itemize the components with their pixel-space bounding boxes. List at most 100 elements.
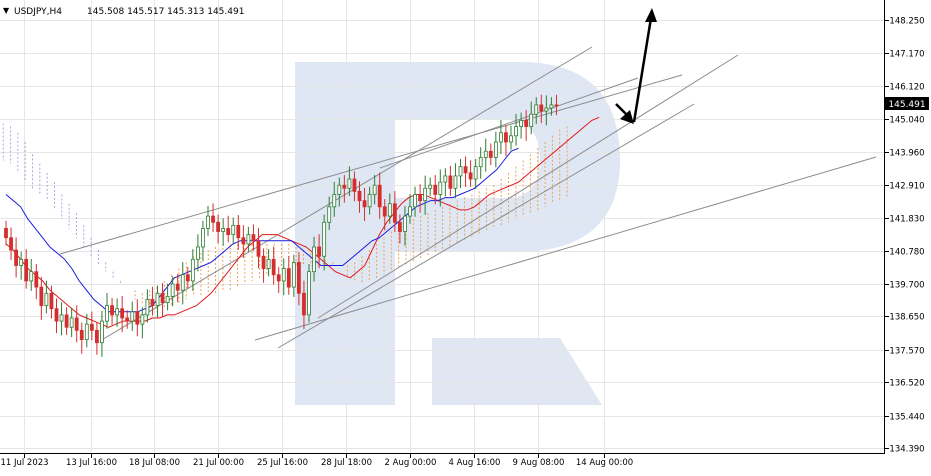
candle-body — [170, 283, 175, 297]
candle-body — [206, 215, 210, 229]
candle-body — [145, 299, 150, 316]
candle-body — [14, 249, 19, 266]
channel-line — [277, 103, 695, 349]
candle-body — [483, 150, 488, 158]
y-tick-label: 141.830 — [889, 215, 924, 225]
candle-body — [84, 323, 89, 341]
candle-body — [59, 314, 64, 322]
time-axis: 11 Jul 2023 13 Jul 16:00 18 Jul 08:00 21 Ju… — [0, 454, 633, 468]
candle-body — [377, 184, 382, 208]
candle-body — [140, 314, 145, 325]
candle-body — [362, 200, 367, 208]
candle-body — [246, 234, 251, 245]
candle-body — [79, 329, 84, 341]
candle-body — [160, 292, 165, 303]
candle-body — [185, 274, 190, 282]
x-tick-label: 21 Jul 00:00 — [193, 458, 244, 468]
candle-body — [397, 221, 402, 232]
candle-body — [337, 184, 342, 195]
candle-body — [44, 292, 49, 307]
y-tick-label: 139.700 — [889, 281, 924, 291]
candle-body — [367, 194, 372, 208]
y-tick-label: 145.040 — [889, 116, 924, 126]
candle-body — [529, 113, 534, 127]
x-tick-label: 13 Jul 16:00 — [66, 458, 117, 468]
candle-body — [271, 258, 276, 276]
candle-body — [251, 234, 256, 242]
candle-body — [428, 184, 433, 189]
candle-body — [493, 141, 498, 158]
symbol-label: USDJPY,H4 — [14, 7, 62, 17]
candle-body — [165, 295, 170, 303]
candle-body — [433, 184, 438, 195]
candle-body — [418, 194, 423, 202]
candle-body — [514, 126, 518, 137]
candle-body — [438, 181, 443, 195]
y-tick-label: 148.250 — [889, 17, 924, 27]
candle-body — [4, 228, 8, 239]
candle-body — [458, 166, 463, 177]
y-tick-label: 134.390 — [889, 445, 924, 455]
kijun-sen-line — [5, 147, 519, 313]
candle-body — [74, 317, 79, 331]
candle-body — [281, 268, 286, 282]
candle-body — [175, 283, 180, 291]
candle-body — [539, 104, 544, 112]
x-tick-label: 14 Aug 00:00 — [576, 458, 633, 468]
candle-body — [29, 271, 34, 282]
y-tick-label: 136.520 — [889, 379, 924, 389]
ichimoku-cloud — [2, 123, 568, 312]
candle-body — [261, 255, 266, 269]
candle-body — [312, 246, 316, 273]
forecast-arrow-up — [632, 17, 653, 123]
candle-body — [554, 104, 559, 107]
candle-body — [226, 228, 231, 236]
candle-body — [534, 104, 539, 115]
candle-body — [155, 292, 160, 307]
candle-body — [448, 175, 453, 189]
trend-channels — [59, 46, 877, 349]
candle-body — [110, 305, 114, 316]
candle-body — [130, 311, 135, 322]
candle-body — [463, 166, 468, 174]
candle-body — [302, 292, 306, 316]
candle-body — [498, 132, 503, 143]
candle-body — [443, 175, 448, 183]
y-tick-label: 140.780 — [889, 248, 924, 258]
candle-body — [276, 274, 281, 282]
candle-body — [115, 308, 119, 316]
candle-body — [413, 194, 417, 208]
candle-body — [24, 258, 29, 282]
x-tick-label: 9 Aug 08:00 — [513, 458, 565, 468]
x-tick-label: 4 Aug 16:00 — [449, 458, 501, 468]
y-tick-label: 146.120 — [889, 83, 924, 93]
candle-body — [195, 246, 200, 260]
candle-body — [19, 258, 24, 266]
candle-body — [105, 305, 109, 322]
candle-body — [89, 323, 94, 331]
candle-body — [236, 224, 241, 239]
candle-body — [549, 104, 554, 109]
candle-body — [291, 262, 296, 288]
forecast-arrows — [615, 8, 657, 124]
chart-menu-icon[interactable]: ▼ — [3, 6, 10, 15]
candle-body — [9, 237, 13, 251]
ohlc-values: 145.508 145.517 145.313 145.491 — [87, 7, 244, 17]
candle-body — [408, 206, 412, 217]
forecast-arrowhead-down — [620, 110, 634, 124]
y-tick-label: 143.960 — [889, 149, 924, 159]
current-price-label: 145.491 — [888, 100, 925, 110]
x-tick-label: 28 Jul 18:00 — [321, 458, 372, 468]
candle-body — [453, 175, 458, 189]
candle-body — [211, 215, 215, 223]
candle-body — [150, 299, 155, 307]
x-tick-label: 11 Jul 2023 — [0, 458, 48, 468]
candle-body — [332, 194, 337, 208]
x-tick-label: 2 Aug 00:00 — [385, 458, 437, 468]
x-tick-label: 25 Jul 16:00 — [257, 458, 308, 468]
candle-body — [216, 221, 221, 232]
y-tick-label: 138.650 — [889, 313, 924, 323]
candle-body — [307, 271, 311, 316]
candle-body — [468, 172, 473, 180]
